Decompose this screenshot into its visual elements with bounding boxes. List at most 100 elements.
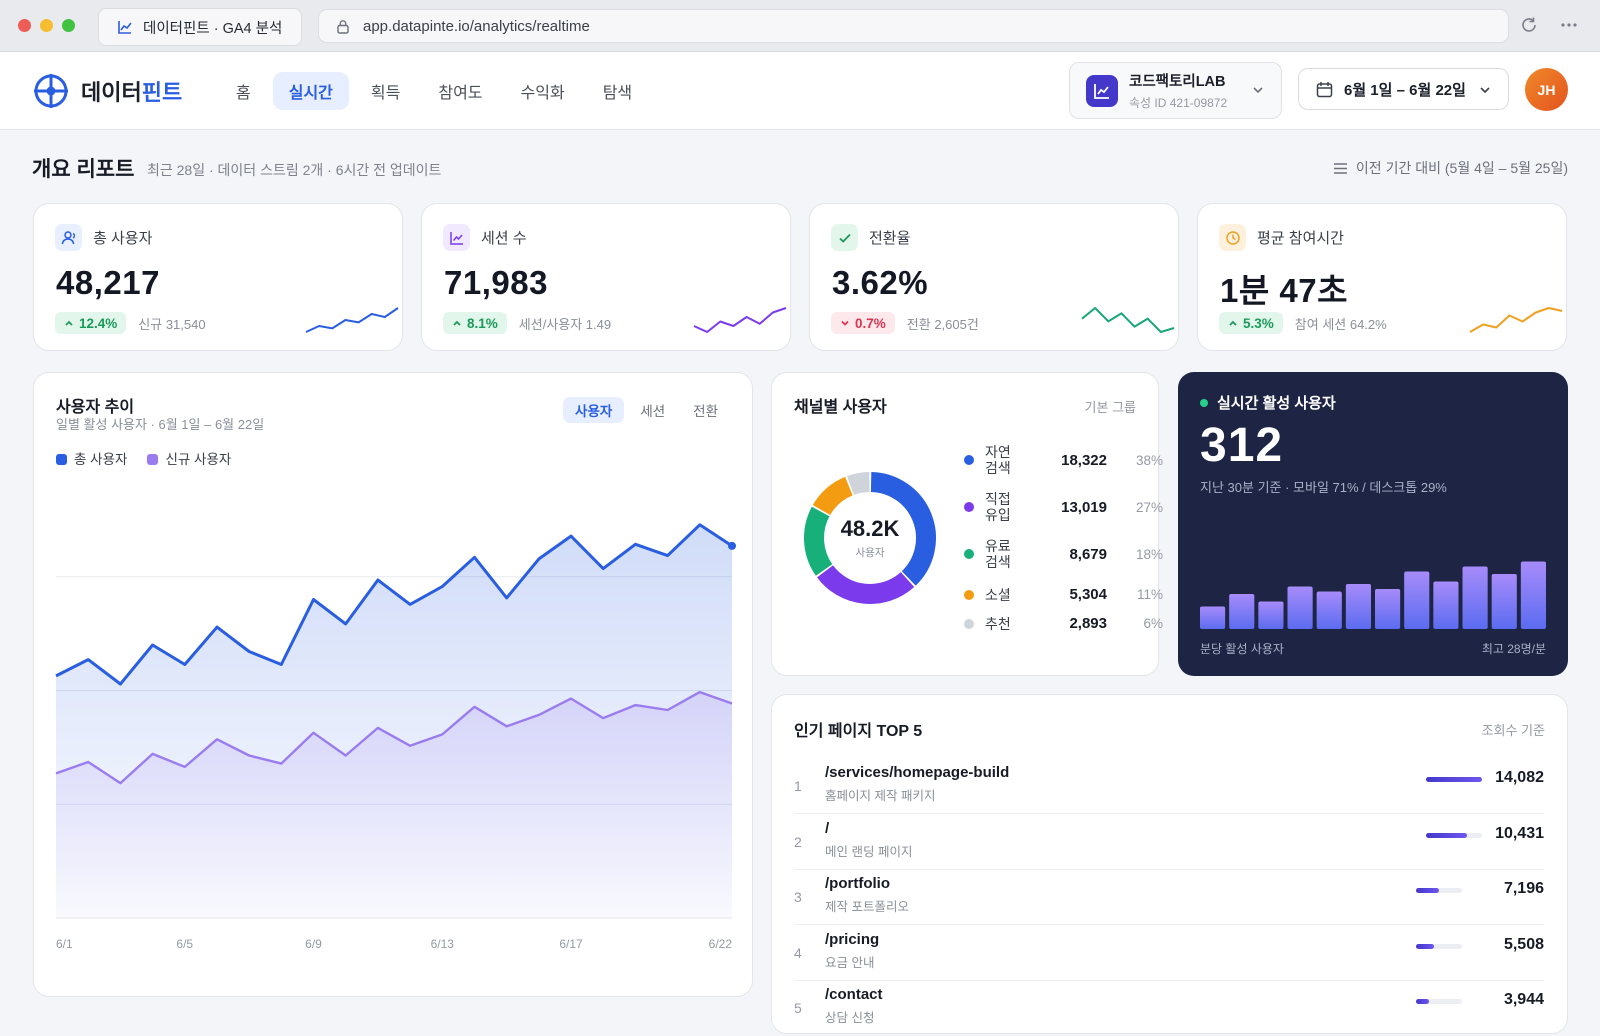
user-avatar[interactable]: JH xyxy=(1525,68,1568,111)
trend-chart: 6/1 6/5 6/9 6/13 6/17 6/22 xyxy=(55,523,736,951)
close-window-button[interactable] xyxy=(18,19,31,32)
kpi-delta: 5.3% xyxy=(1243,315,1274,331)
menu-item-realtime[interactable]: 실시간 xyxy=(272,72,349,110)
channel-group[interactable]: 기본 그룹 xyxy=(1084,400,1136,415)
kpi-card-engagement-time[interactable]: 평균 참여시간 1분 47초 5.3% 참여 세션 64.2% xyxy=(1197,203,1567,351)
sparkline-path xyxy=(1469,307,1563,333)
kpi-delta-badge: 5.3% xyxy=(1219,312,1283,334)
legend-item-new-users[interactable]: 신규 사용자 xyxy=(147,448,231,468)
channel-pct: 38% xyxy=(1135,452,1163,468)
realtime-bar xyxy=(1433,581,1459,629)
kpi-delta-badge: 0.7% xyxy=(831,312,895,334)
top-pages-title: 인기 페이지 TOP 5 xyxy=(794,723,923,740)
live-indicator-dot xyxy=(1200,398,1208,407)
realtime-bar xyxy=(1200,606,1226,629)
page-path[interactable]: /portfolio xyxy=(825,875,890,892)
kpi-card-conversion[interactable]: 전환율 3.62% 0.7% 전환 2,605건 xyxy=(809,203,1179,351)
page-views-bar xyxy=(1416,943,1462,949)
realtime-bar xyxy=(1345,584,1371,629)
more-icon[interactable] xyxy=(1560,16,1578,34)
channel-row[interactable]: 유료 검색 8,679 18% xyxy=(964,538,1163,570)
date-range-picker[interactable]: 6월 1일 – 6월 22일 xyxy=(1298,68,1509,110)
maximize-window-button[interactable] xyxy=(62,19,75,32)
kpi-card-users[interactable]: 총 사용자 48,217 12.4% 신규 31,540 xyxy=(33,203,403,351)
table-row[interactable]: 5/contact 상담 신청 3,944 xyxy=(794,980,1544,1036)
table-row[interactable]: 4/pricing 요금 안내 5,508 xyxy=(794,925,1544,981)
realtime-bar xyxy=(1316,591,1342,629)
page-views: 10,431 xyxy=(1495,824,1544,842)
last-point-marker xyxy=(728,541,736,550)
page-desc: 메인 랜딩 페이지 xyxy=(825,844,913,859)
kpi-card-sessions[interactable]: 세션 수 71,983 8.1% 세션/사용자 1.49 xyxy=(421,203,791,351)
users-icon xyxy=(55,224,82,251)
page-rank: 3 xyxy=(794,889,802,905)
page-views: 7,196 xyxy=(1503,880,1544,897)
channel-row[interactable]: 추천 2,893 6% xyxy=(964,615,1163,632)
page-desc: 요금 안내 xyxy=(825,955,875,970)
donut-slice[interactable] xyxy=(846,472,870,496)
minimize-window-button[interactable] xyxy=(40,19,53,32)
page-title: 개요 리포트 xyxy=(32,158,135,181)
compare-text: 이전 기간 대비 (5월 4일 – 5월 25일) xyxy=(1355,160,1568,176)
page-path[interactable]: /contact xyxy=(825,986,883,1003)
menu-item-explore[interactable]: 탐색 xyxy=(602,85,633,102)
channel-row[interactable]: 자연 검색 18,322 38% xyxy=(964,444,1163,476)
kpi-label: 세션 수 xyxy=(481,230,527,247)
chart-icon xyxy=(443,224,470,251)
channel-name: 추천 xyxy=(985,615,1011,632)
menu-item-acquisition[interactable]: 획득 xyxy=(370,85,401,102)
channel-row[interactable]: 직접 유입 13,019 27% xyxy=(964,491,1163,523)
x-tick-label: 6/22 xyxy=(709,937,733,951)
compare-period-toggle[interactable]: 이전 기간 대비 (5월 4일 – 5월 25일) xyxy=(1333,158,1568,178)
page-rank: 1 xyxy=(794,778,802,794)
donut-center-value: 48.2K xyxy=(840,516,900,541)
menu-item-engagement[interactable]: 참여도 xyxy=(438,85,483,102)
series-area xyxy=(56,692,732,918)
page-views: 3,944 xyxy=(1503,991,1544,1008)
page-path[interactable]: / xyxy=(825,819,830,837)
menu-item-home[interactable]: 홈 xyxy=(236,85,251,102)
page-path[interactable]: /services/homepage-build xyxy=(825,764,1010,781)
sparkline-path xyxy=(693,307,787,333)
kpi-value: 1분 47초 xyxy=(1220,272,1348,309)
window-controls xyxy=(18,19,75,32)
address-bar[interactable]: app.datapinte.io/analytics/realtime xyxy=(318,9,1509,43)
donut-slice[interactable] xyxy=(804,506,833,576)
arrow-up-icon xyxy=(453,320,461,326)
table-row[interactable]: 2 / 메인 랜딩 페이지 10,431 xyxy=(794,814,1544,870)
menu-item-monetization[interactable]: 수익화 xyxy=(520,85,565,102)
main-menu: 홈 실시간 획득 참여도 수익화 탐색 xyxy=(220,72,648,110)
tab-sessions[interactable]: 세션 xyxy=(640,404,666,419)
channel-swatch xyxy=(964,549,974,559)
kpi-note: 참여 세션 64.2% xyxy=(1294,316,1387,332)
table-row[interactable]: 3/portfolio 제작 포트폴리오 7,196 xyxy=(794,869,1544,925)
realtime-bar xyxy=(1375,589,1401,629)
brand-logo[interactable]: 데이터핀트 xyxy=(33,73,182,109)
kpi-delta-badge: 12.4% xyxy=(55,312,127,334)
donut-slice[interactable] xyxy=(817,565,915,604)
reload-icon[interactable] xyxy=(1520,16,1538,34)
legend-item-total-users[interactable]: 총 사용자 xyxy=(56,448,127,468)
browser-tab[interactable]: 데이터핀트 · GA4 분석 xyxy=(98,8,302,46)
realtime-bar xyxy=(1229,594,1255,629)
realtime-bar xyxy=(1520,561,1546,629)
property-selector[interactable]: 코드팩토리LAB 속성 ID 421-09872 xyxy=(1069,62,1282,119)
arrow-up-icon xyxy=(65,320,73,326)
series-line xyxy=(55,690,733,785)
realtime-bar xyxy=(1491,574,1517,629)
table-row[interactable]: 1/services/homepage-build 홈페이지 제작 패키지 14,0… xyxy=(794,758,1544,814)
channel-row[interactable]: 소셜 5,304 11% xyxy=(964,586,1163,603)
page-path[interactable]: /pricing xyxy=(825,930,880,948)
arrow-down-icon xyxy=(841,320,849,326)
clock-icon xyxy=(1219,224,1246,251)
channel-pct: 6% xyxy=(1143,616,1163,631)
page-views-bar-fill xyxy=(1426,832,1468,838)
realtime-subtitle: 지난 30분 기준 · 모바일 71% / 데스크톱 29% xyxy=(1200,480,1447,495)
channel-users: 2,893 xyxy=(1069,615,1107,632)
tab-conversions[interactable]: 전환 xyxy=(693,404,718,419)
realtime-footer-left: 분당 활성 사용자 xyxy=(1200,642,1284,656)
kpi-note: 전환 2,605건 xyxy=(906,316,979,332)
tab-users[interactable]: 사용자 xyxy=(563,397,625,423)
donut-slice[interactable] xyxy=(870,472,936,586)
donut-slice[interactable] xyxy=(812,476,854,516)
